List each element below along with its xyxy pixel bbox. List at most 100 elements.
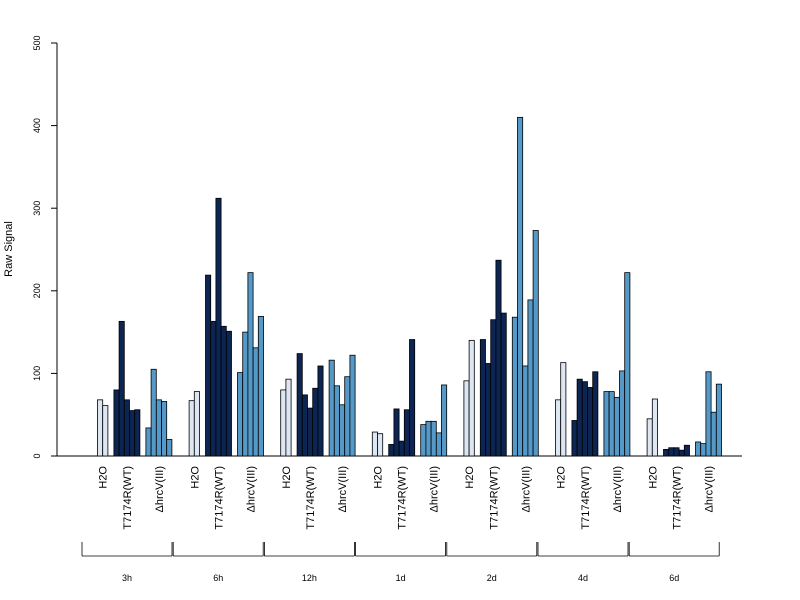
bar <box>280 389 287 457</box>
bar <box>307 407 314 457</box>
bar <box>285 378 292 457</box>
condition-label: H2O <box>556 466 568 489</box>
time-label: 3h <box>122 573 132 583</box>
condition-label: T7174R(WT) <box>305 466 317 530</box>
bar <box>155 399 162 457</box>
bar <box>485 363 492 457</box>
bar <box>296 353 303 457</box>
condition-label: T7174R(WT) <box>214 466 226 530</box>
bar <box>210 320 217 457</box>
bar <box>511 316 518 457</box>
bar <box>393 408 400 457</box>
bar <box>102 405 109 457</box>
bar <box>705 371 712 457</box>
bar <box>532 230 539 457</box>
time-label: 2d <box>487 573 497 583</box>
bar <box>317 365 324 457</box>
condition-label: H2O <box>373 466 385 489</box>
bar <box>215 197 222 457</box>
y-axis-title: Raw Signal <box>3 221 15 277</box>
bar <box>312 387 319 457</box>
bar <box>252 347 259 457</box>
bar <box>603 391 610 457</box>
condition-label: T7174R(WT) <box>580 466 592 530</box>
time-axis: 3h 6h 12h 1d 2d 4d 6d <box>81 542 720 583</box>
bar <box>257 316 264 457</box>
condition-label: ΔhrcV(III) <box>704 466 716 512</box>
bar <box>166 439 173 457</box>
condition-label: H2O <box>647 466 659 489</box>
bar <box>619 370 626 457</box>
y-ticks: 0 100 200 300 400 500 <box>32 35 57 459</box>
bar <box>463 380 470 457</box>
bar <box>420 424 427 457</box>
bar <box>715 383 722 457</box>
bar <box>517 116 524 457</box>
condition-label: T7174R(WT) <box>488 466 500 530</box>
bar <box>237 372 244 457</box>
bar <box>479 339 486 457</box>
bar <box>587 387 594 457</box>
y-tick-label: 100 <box>32 366 42 381</box>
bar <box>441 384 448 457</box>
bar <box>403 409 410 457</box>
condition-label: T7174R(WT) <box>122 466 134 530</box>
bar <box>468 339 475 457</box>
bar <box>118 320 125 457</box>
bar <box>571 420 578 457</box>
time-label: 6d <box>669 573 679 583</box>
bar <box>134 409 141 457</box>
bar <box>188 400 195 457</box>
bar <box>225 330 232 457</box>
condition-label: ΔhrcV(III) <box>154 466 166 512</box>
y-tick-label: 500 <box>32 35 42 50</box>
condition-labels: H2O T7174R(WT) ΔhrcV(III) H2O T7174R(WT) Δhrc… <box>98 466 716 530</box>
bar <box>145 427 152 457</box>
bar <box>668 447 675 457</box>
bar <box>613 396 620 457</box>
bar <box>425 420 432 457</box>
bar <box>624 272 631 457</box>
bar <box>651 398 658 457</box>
bar <box>409 339 416 457</box>
condition-label: T7174R(WT) <box>397 466 409 530</box>
bar <box>247 272 254 457</box>
bar <box>193 391 200 457</box>
y-tick-label: 0 <box>32 453 42 458</box>
bar <box>695 441 702 457</box>
condition-label: ΔhrcV(III) <box>246 466 258 512</box>
bar <box>646 418 653 457</box>
bars <box>97 116 722 457</box>
bar <box>113 389 120 457</box>
bar <box>608 391 615 457</box>
condition-label: ΔhrcV(III) <box>612 466 624 512</box>
condition-label: ΔhrcV(III) <box>520 466 532 512</box>
condition-label: ΔhrcV(III) <box>337 466 349 512</box>
bar <box>398 440 405 457</box>
y-tick-label: 200 <box>32 283 42 298</box>
bar <box>344 376 351 457</box>
bar <box>581 381 588 457</box>
condition-label: T7174R(WT) <box>672 466 684 530</box>
bar <box>576 378 583 457</box>
bar <box>388 444 395 457</box>
bar <box>301 394 308 457</box>
condition-label: H2O <box>189 466 201 489</box>
bar <box>500 312 507 457</box>
y-tick-label: 400 <box>32 118 42 133</box>
bar <box>242 331 249 457</box>
bar <box>435 432 442 457</box>
bar <box>123 399 130 457</box>
condition-label: H2O <box>281 466 293 489</box>
bar <box>333 385 340 457</box>
bar <box>495 259 502 457</box>
bar <box>150 368 157 457</box>
bar <box>161 401 168 457</box>
bar <box>700 443 707 457</box>
bar <box>490 319 497 457</box>
condition-label: ΔhrcV(III) <box>429 466 441 512</box>
bar <box>663 448 670 457</box>
bar <box>430 420 437 457</box>
bar <box>673 447 680 457</box>
time-label: 1d <box>396 573 406 583</box>
